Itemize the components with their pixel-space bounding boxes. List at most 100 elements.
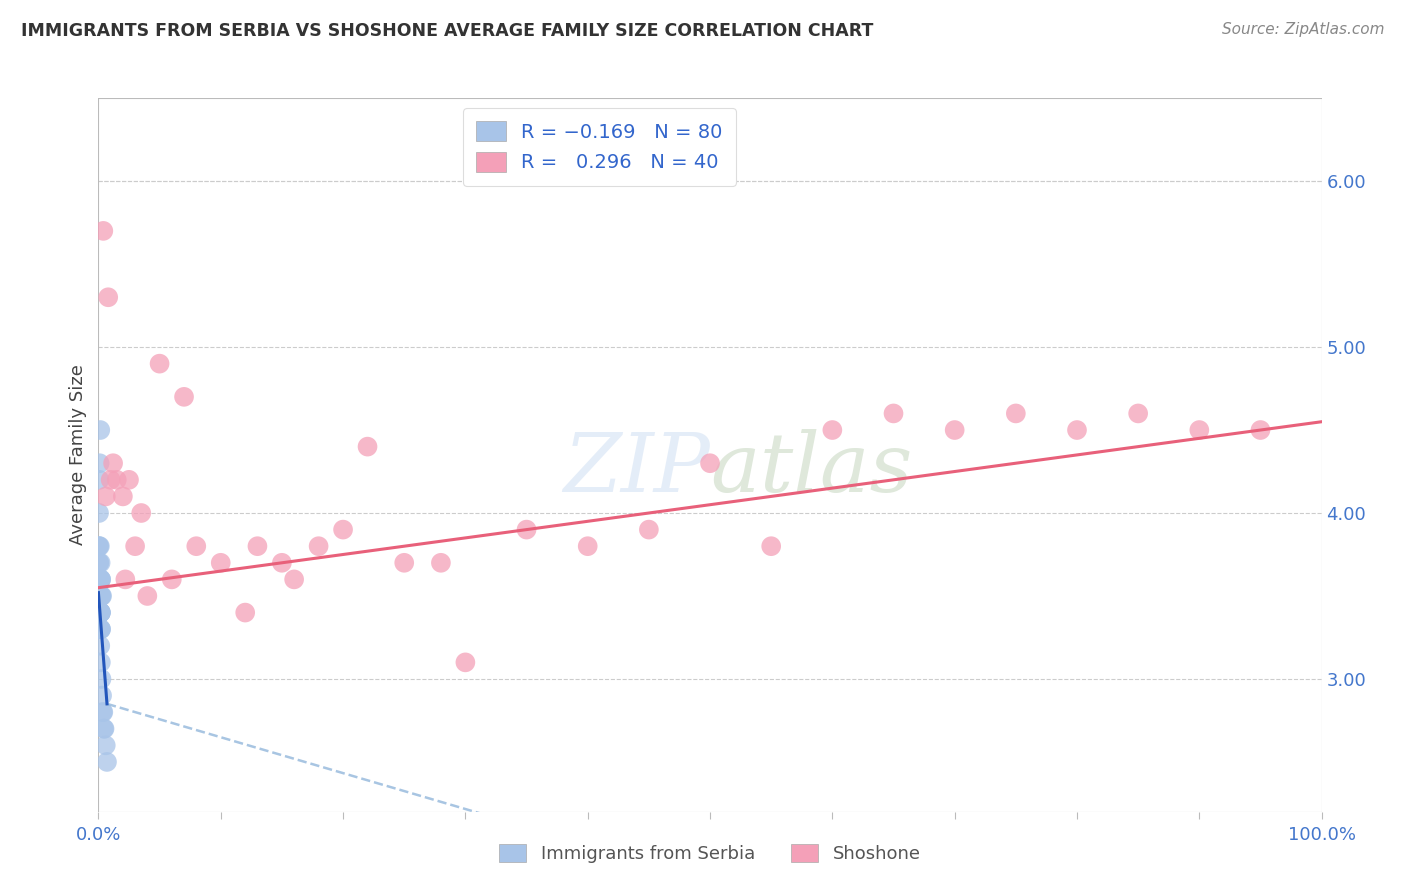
Point: [89, 639, 111, 653]
Point: [87, 589, 110, 603]
Point: [89, 589, 111, 603]
Point: [233, 606, 256, 620]
Point: [246, 539, 269, 553]
Point: [89, 589, 111, 603]
Point: [96, 755, 118, 769]
Point: [89, 589, 111, 603]
Point: [1128, 406, 1150, 420]
Point: [1066, 423, 1088, 437]
Point: [136, 589, 159, 603]
Point: [186, 539, 208, 553]
Point: [149, 357, 172, 371]
Point: [160, 573, 183, 587]
Point: [89, 589, 111, 603]
Point: [761, 539, 783, 553]
Point: [87, 573, 110, 587]
Point: [90, 573, 112, 587]
Point: [699, 456, 721, 470]
Point: [87, 589, 110, 603]
Point: [270, 556, 294, 570]
Point: [89, 589, 111, 603]
Point: [87, 589, 110, 603]
Point: [118, 473, 141, 487]
Text: ZIP: ZIP: [564, 429, 710, 509]
Point: [356, 440, 378, 454]
Point: [114, 573, 136, 587]
Point: [90, 656, 112, 670]
Point: [89, 589, 111, 603]
Point: [91, 689, 114, 703]
Point: [821, 423, 844, 437]
Point: [89, 606, 111, 620]
Point: [89, 456, 111, 470]
Text: atlas: atlas: [710, 429, 912, 509]
Point: [90, 606, 112, 620]
Point: [89, 589, 111, 603]
Point: [87, 589, 110, 603]
Point: [89, 589, 111, 603]
Point: [90, 606, 112, 620]
Point: [89, 589, 111, 603]
Y-axis label: Average Family Size: Average Family Size: [69, 365, 87, 545]
Point: [283, 573, 305, 587]
Point: [90, 573, 112, 587]
Point: [89, 589, 111, 603]
Point: [454, 656, 477, 670]
Point: [89, 573, 111, 587]
Point: [1250, 423, 1272, 437]
Point: [129, 506, 152, 520]
Point: [173, 390, 195, 404]
Point: [87, 589, 110, 603]
Point: [90, 672, 112, 686]
Point: [89, 606, 111, 620]
Point: [87, 589, 110, 603]
Point: [87, 589, 110, 603]
Point: [89, 589, 111, 603]
Point: [89, 589, 111, 603]
Point: [89, 589, 111, 603]
Point: [90, 606, 112, 620]
Point: [87, 539, 110, 553]
Point: [89, 589, 111, 603]
Point: [89, 606, 111, 620]
Point: [105, 473, 128, 487]
Point: [89, 606, 111, 620]
Point: [89, 589, 111, 603]
Point: [90, 589, 112, 603]
Point: [91, 705, 114, 719]
Point: [87, 589, 110, 603]
Point: [87, 589, 110, 603]
Point: [100, 473, 122, 487]
Point: [308, 539, 330, 553]
Point: [89, 539, 111, 553]
Point: [91, 589, 114, 603]
Point: [89, 573, 111, 587]
Point: [89, 423, 111, 437]
Point: [101, 456, 124, 470]
Point: [87, 573, 110, 587]
Point: [332, 523, 354, 537]
Point: [90, 606, 112, 620]
Point: [89, 589, 111, 603]
Point: [89, 556, 111, 570]
Point: [90, 556, 112, 570]
Point: [883, 406, 905, 420]
Point: [94, 739, 117, 753]
Point: [516, 523, 538, 537]
Point: [90, 606, 112, 620]
Point: [90, 622, 112, 636]
Point: [1004, 406, 1026, 420]
Point: [89, 589, 111, 603]
Point: [89, 556, 111, 570]
Point: [87, 506, 110, 520]
Point: [91, 705, 114, 719]
Point: [89, 606, 111, 620]
Point: [89, 589, 111, 603]
Point: [89, 606, 111, 620]
Point: [93, 722, 115, 736]
Point: [943, 423, 966, 437]
Point: [87, 589, 110, 603]
Point: [430, 556, 453, 570]
Point: [89, 589, 111, 603]
Point: [90, 622, 112, 636]
